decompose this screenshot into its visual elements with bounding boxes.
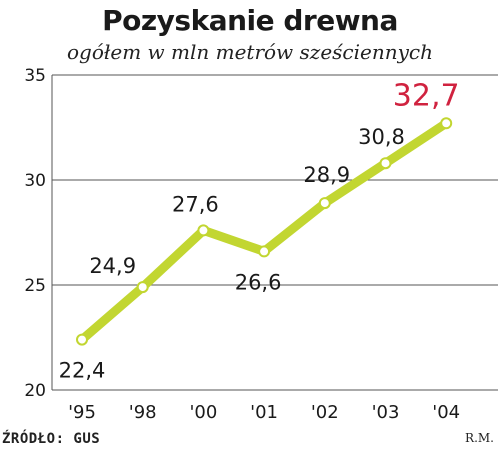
y-tick-label: 20 xyxy=(24,381,46,401)
data-point xyxy=(76,333,88,346)
data-point xyxy=(197,224,210,237)
x-tick-label: '04 xyxy=(432,402,460,423)
x-tick-label: '00 xyxy=(189,402,217,423)
x-tick-label: '03 xyxy=(372,402,400,423)
source-note: ŹRÓDŁO: GUS xyxy=(2,431,101,447)
data-point xyxy=(136,281,149,294)
data-point xyxy=(440,117,453,130)
data-label-highlight: 32,7 xyxy=(393,78,460,113)
y-tick-label: 30 xyxy=(24,171,46,191)
chart-title: Pozyskanie drewna xyxy=(102,4,398,37)
data-point xyxy=(318,197,331,210)
data-point xyxy=(379,157,392,170)
x-tick-label: '01 xyxy=(250,402,278,423)
x-tick-label: '98 xyxy=(129,402,157,423)
y-tick-label: 35 xyxy=(24,66,46,86)
x-tick-label: '95 xyxy=(68,402,96,423)
data-label: 24,9 xyxy=(89,254,136,278)
author-credit: R.M. xyxy=(465,431,494,445)
data-label: 28,9 xyxy=(303,163,350,187)
data-label: 26,6 xyxy=(235,270,282,294)
data-point xyxy=(258,245,271,258)
x-tick-label: '02 xyxy=(311,402,339,423)
chart-subtitle: ogółem w mln metrów sześciennych xyxy=(67,40,433,64)
data-label: 30,8 xyxy=(358,125,405,149)
data-label: 22,4 xyxy=(59,359,106,383)
y-tick-label: 25 xyxy=(24,276,46,296)
data-label: 27,6 xyxy=(172,192,219,216)
series-line xyxy=(77,118,451,345)
